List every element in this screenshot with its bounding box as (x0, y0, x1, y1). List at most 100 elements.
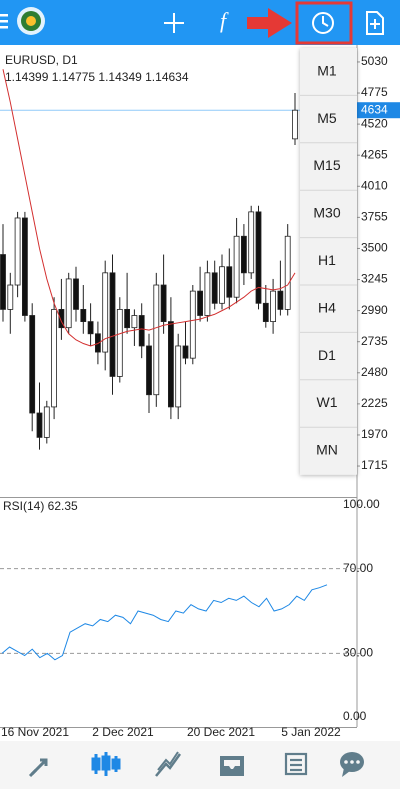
moving-average (2, 69, 296, 347)
annotation-box (295, 1, 353, 45)
candle-body (95, 333, 101, 353)
candle-body (262, 302, 269, 322)
candle-body (102, 272, 109, 353)
timeframe-item[interactable]: D1 (300, 331, 357, 363)
candle-body (80, 308, 87, 322)
candle-body (211, 272, 218, 304)
menu-panel (300, 48, 357, 475)
rsi-tick-label: 100.00 (343, 497, 380, 511)
candle-body (255, 211, 262, 304)
timeframe-label: M5 (317, 110, 337, 126)
candle-body (7, 284, 14, 310)
candle-body (284, 235, 291, 310)
candle-body (292, 109, 298, 140)
timeframe-label: M1 (317, 62, 337, 78)
date-label: 5 Jan 2022 (281, 725, 341, 739)
y-tick-label: 2990 (361, 303, 388, 317)
date-label: 2 Dec 2021 (92, 725, 154, 739)
y-tick-label: 3755 (361, 210, 388, 224)
annotation-arrow (247, 8, 292, 38)
y-tick-label: 4775 (361, 85, 388, 99)
candle-body (226, 266, 233, 298)
plot: 5030 4775 4520 4265 4010 3755 3500 3245 2990 2735… (0, 54, 400, 739)
trade-tab[interactable] (155, 751, 182, 777)
rsi-tick-label: 30.00 (343, 646, 373, 660)
timeframe-label: MN (316, 442, 338, 458)
ohlc: 1.14399 1.14775 1.14349 1.14634 (5, 70, 189, 84)
timeframe-label: D1 (318, 347, 336, 363)
candle-body (167, 321, 174, 408)
quotes-tab[interactable] (28, 758, 48, 778)
timeframe-label: W1 (317, 394, 338, 410)
candle-body (248, 211, 255, 274)
crosshair-button[interactable] (164, 13, 184, 33)
y-tick-label: 1970 (361, 427, 388, 441)
y-tick-label: 5030 (361, 54, 388, 68)
candle-body (270, 290, 277, 322)
candle-body (124, 308, 130, 329)
timeframe-item[interactable]: M15 (300, 142, 357, 173)
bottom-nav (0, 741, 400, 789)
y-tick-label: 4265 (361, 147, 388, 161)
y-tick-label: 4010 (361, 178, 388, 192)
timeframe-item[interactable]: H1 (300, 237, 357, 268)
y-tick-label: 2480 (361, 365, 388, 379)
toolbar (0, 0, 400, 45)
rsi-line (1, 584, 328, 661)
candle-body (204, 272, 211, 316)
y-tick-label: 2735 (361, 334, 388, 348)
timeframe-label: H4 (318, 299, 336, 315)
rsi-tick-label: 0.00 (343, 709, 367, 723)
candle-body (58, 308, 65, 329)
timeframe-menu: M1 M5 M15 M30 H1 H4 D1 W1 MN (300, 48, 357, 475)
candle-body (51, 308, 57, 408)
candle-body (175, 345, 182, 408)
y-tick-label: 1715 (361, 458, 388, 472)
timeframe-item[interactable]: H4 (300, 284, 357, 315)
candle-body (146, 345, 152, 396)
history-tab[interactable] (220, 756, 244, 776)
y-tick-label: 3500 (361, 241, 388, 255)
candle-body (160, 284, 167, 322)
candle-body (73, 278, 79, 310)
rsi-tick-label: 70.00 (343, 561, 373, 575)
chart-tab[interactable] (91, 752, 121, 776)
candle-body (131, 315, 138, 329)
candle-body (65, 278, 72, 329)
date-label: 16 Nov 2021 (1, 725, 69, 739)
new-order-button[interactable] (366, 11, 384, 35)
y-tick-label: 3245 (361, 272, 388, 286)
candle-body (219, 266, 225, 304)
timeframe-item[interactable]: M30 (300, 189, 357, 221)
candle-body (43, 406, 50, 438)
candle-body (36, 412, 43, 438)
candle-body (0, 254, 6, 310)
symbol: EURUSD, D1 (5, 53, 78, 67)
candle-body (189, 290, 196, 359)
candle-body (277, 290, 284, 310)
timeframe-item[interactable]: M5 (300, 94, 357, 126)
candle-body (182, 345, 189, 359)
candle-body (197, 290, 204, 316)
timeframe-item[interactable]: MN (300, 426, 357, 458)
date-label: 20 Dec 2021 (187, 725, 255, 739)
timeframe-item[interactable]: M1 (317, 62, 337, 78)
candle-body (116, 308, 123, 377)
candle-body (153, 284, 160, 396)
candle-body (240, 235, 247, 274)
timeframe-button[interactable] (312, 12, 334, 34)
candle-body (87, 321, 94, 335)
current-price-tag (357, 102, 400, 119)
timeframe-item[interactable]: W1 (300, 379, 357, 410)
candle-body (233, 235, 240, 298)
candle-body (29, 315, 36, 414)
timeframe-label: H1 (318, 252, 336, 268)
news-tab[interactable] (284, 752, 308, 776)
y-tick-label: 2225 (361, 396, 388, 410)
indicators-button[interactable]: f (220, 8, 229, 33)
menu-button[interactable] (0, 14, 8, 29)
app-logo[interactable] (17, 7, 45, 35)
messages-tab[interactable] (340, 752, 364, 777)
timeframe-label: M30 (313, 205, 340, 221)
